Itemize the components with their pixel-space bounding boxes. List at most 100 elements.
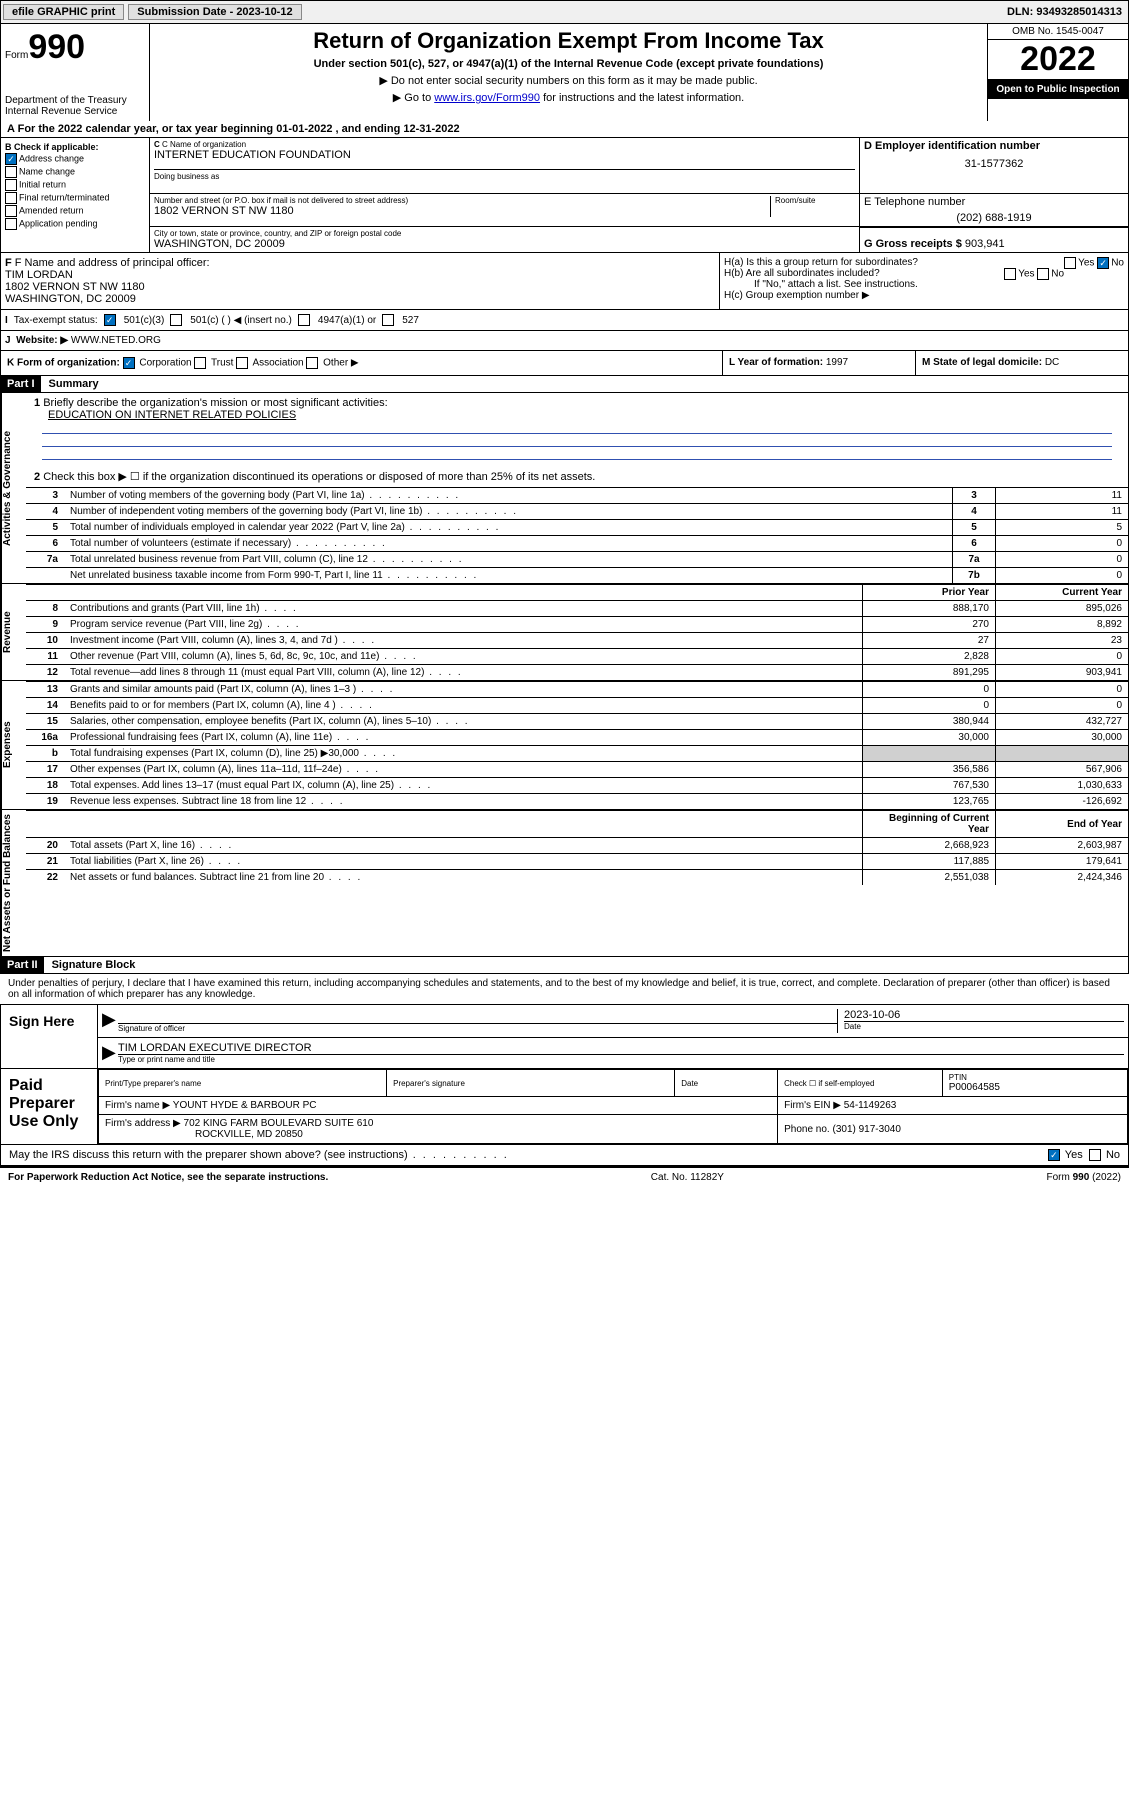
box-d-label: D Employer identification number xyxy=(864,140,1124,152)
year-formation: 1997 xyxy=(826,357,848,368)
line-num: 11 xyxy=(26,649,64,665)
checkbox-icon[interactable] xyxy=(123,357,135,369)
checkbox-icon[interactable] xyxy=(1037,268,1049,280)
chk-amended-return[interactable]: Amended return xyxy=(5,205,145,217)
current-val xyxy=(996,746,1129,762)
line-num: 20 xyxy=(26,838,64,854)
line-val: 11 xyxy=(996,504,1129,520)
city-value: WASHINGTON, DC 20009 xyxy=(154,238,855,250)
sign-here-label: Sign Here xyxy=(1,1005,98,1068)
opt-527: 527 xyxy=(402,315,419,326)
checkbox-icon[interactable] xyxy=(194,357,206,369)
line-box: 5 xyxy=(953,520,996,536)
no-label: No xyxy=(1051,269,1064,280)
checkbox-icon[interactable] xyxy=(104,314,116,326)
current-val: 0 xyxy=(996,649,1129,665)
box-c-label: C C Name of organization xyxy=(154,140,855,149)
sig-date-value: 2023-10-06 xyxy=(844,1009,1124,1021)
line-num: 7a xyxy=(26,552,64,568)
checkbox-icon[interactable] xyxy=(1064,257,1076,269)
ptin-value: P00064585 xyxy=(949,1082,1121,1093)
line-desc: Total assets (Part X, line 16) xyxy=(64,838,863,854)
form-header: Form990 Department of the Treasury Inter… xyxy=(0,24,1129,121)
chk-initial-return[interactable]: Initial return xyxy=(5,179,145,191)
checkbox-icon[interactable] xyxy=(236,357,248,369)
checkbox-icon[interactable] xyxy=(1004,268,1016,280)
arrow-icon: ▶ xyxy=(102,1009,118,1033)
opt-501c: 501(c) ( ) ◀ (insert no.) xyxy=(190,315,292,326)
website-value: WWW.NETED.ORG xyxy=(71,335,161,346)
vtab-netassets: Net Assets or Fund Balances xyxy=(1,810,26,956)
footer-left: For Paperwork Reduction Act Notice, see … xyxy=(8,1172,328,1183)
line-num: 14 xyxy=(26,698,64,714)
line-num: 15 xyxy=(26,714,64,730)
section-bcdeg: B Check if applicable: Address change Na… xyxy=(0,138,1129,253)
prep-name-label: Print/Type preparer's name xyxy=(105,1079,380,1088)
prior-val: 0 xyxy=(863,698,996,714)
yes-label: Yes xyxy=(1018,269,1034,280)
form-num: 990 xyxy=(28,28,85,66)
col-header: Beginning of Current Year xyxy=(863,811,996,838)
firm-ein-label: Firm's EIN ▶ xyxy=(784,1100,841,1111)
prior-val: 891,295 xyxy=(863,665,996,681)
dln-label: DLN: 93493285014313 xyxy=(1007,6,1128,18)
col-header: End of Year xyxy=(996,811,1129,838)
chk-address-change[interactable]: Address change xyxy=(5,153,145,165)
line-desc: Professional fundraising fees (Part IX, … xyxy=(64,730,863,746)
yes-label: Yes xyxy=(1065,1149,1083,1161)
rev-section: Revenue Prior Year Current Year8 Contrib… xyxy=(0,584,1129,681)
name-title-label: Type or print name and title xyxy=(118,1055,1124,1064)
line-num: 5 xyxy=(26,520,64,536)
checkbox-icon[interactable] xyxy=(298,314,310,326)
part1-header: Part I Summary xyxy=(0,376,1129,393)
efile-print-button[interactable]: efile GRAPHIC print xyxy=(3,4,124,20)
yes-label: Yes xyxy=(1078,258,1094,269)
chk-name-change[interactable]: Name change xyxy=(5,166,145,178)
q1-label: Briefly describe the organization's miss… xyxy=(43,397,387,409)
submission-date-button[interactable]: Submission Date - 2023-10-12 xyxy=(128,4,301,20)
opt-501c3: 501(c)(3) xyxy=(124,315,165,326)
line-desc: Salaries, other compensation, employee b… xyxy=(64,714,863,730)
officer-name-title: TIM LORDAN EXECUTIVE DIRECTOR xyxy=(118,1042,1124,1055)
opt-other: Other ▶ xyxy=(323,358,358,369)
chk-application-pending[interactable]: Application pending xyxy=(5,218,145,230)
chk-final-return[interactable]: Final return/terminated xyxy=(5,192,145,204)
prior-val: 123,765 xyxy=(863,794,996,810)
line-i: I Tax-exempt status: 501(c)(3) 501(c) ( … xyxy=(0,310,1129,331)
checkbox-icon[interactable] xyxy=(1097,257,1109,269)
revenue-table: Prior Year Current Year8 Contributions a… xyxy=(26,584,1128,680)
room-label: Room/suite xyxy=(775,196,855,205)
goto-post: for instructions and the latest informat… xyxy=(540,92,744,104)
checkbox-icon[interactable] xyxy=(1089,1149,1101,1161)
no-label: No xyxy=(1106,1149,1120,1161)
self-employed-label: Check ☐ if self-employed xyxy=(784,1079,936,1088)
firm-ein: 54-1149263 xyxy=(844,1100,897,1111)
chk-label: Amended return xyxy=(19,205,84,215)
chk-label: Final return/terminated xyxy=(19,192,110,202)
netassets-table: Beginning of Current Year End of Year20 … xyxy=(26,810,1128,885)
line-desc: Benefits paid to or for members (Part IX… xyxy=(64,698,863,714)
dept-label: Department of the Treasury xyxy=(5,95,145,106)
irs-link[interactable]: www.irs.gov/Form990 xyxy=(434,92,540,104)
current-val: 895,026 xyxy=(996,601,1129,617)
checkbox-icon[interactable] xyxy=(382,314,394,326)
firm-phone: (301) 917-3040 xyxy=(833,1124,901,1135)
current-val: 1,030,633 xyxy=(996,778,1129,794)
net-section: Net Assets or Fund Balances Beginning of… xyxy=(0,810,1129,957)
line-num: 21 xyxy=(26,854,64,870)
line-box: 7a xyxy=(953,552,996,568)
current-val: 8,892 xyxy=(996,617,1129,633)
checkbox-icon[interactable] xyxy=(170,314,182,326)
prior-val: 2,828 xyxy=(863,649,996,665)
checkbox-icon[interactable] xyxy=(1048,1149,1060,1161)
part2-badge: Part II xyxy=(1,957,44,973)
current-val: 0 xyxy=(996,698,1129,714)
line-desc: Total number of individuals employed in … xyxy=(64,520,953,536)
gross-receipts: 903,941 xyxy=(965,238,1005,250)
line-k-label: K Form of organization: xyxy=(7,358,120,369)
checkbox-icon[interactable] xyxy=(306,357,318,369)
prior-val xyxy=(863,746,996,762)
omb-number: OMB No. 1545-0047 xyxy=(988,24,1128,40)
phone-value: (202) 688-1919 xyxy=(864,212,1124,224)
line-num: 13 xyxy=(26,682,64,698)
